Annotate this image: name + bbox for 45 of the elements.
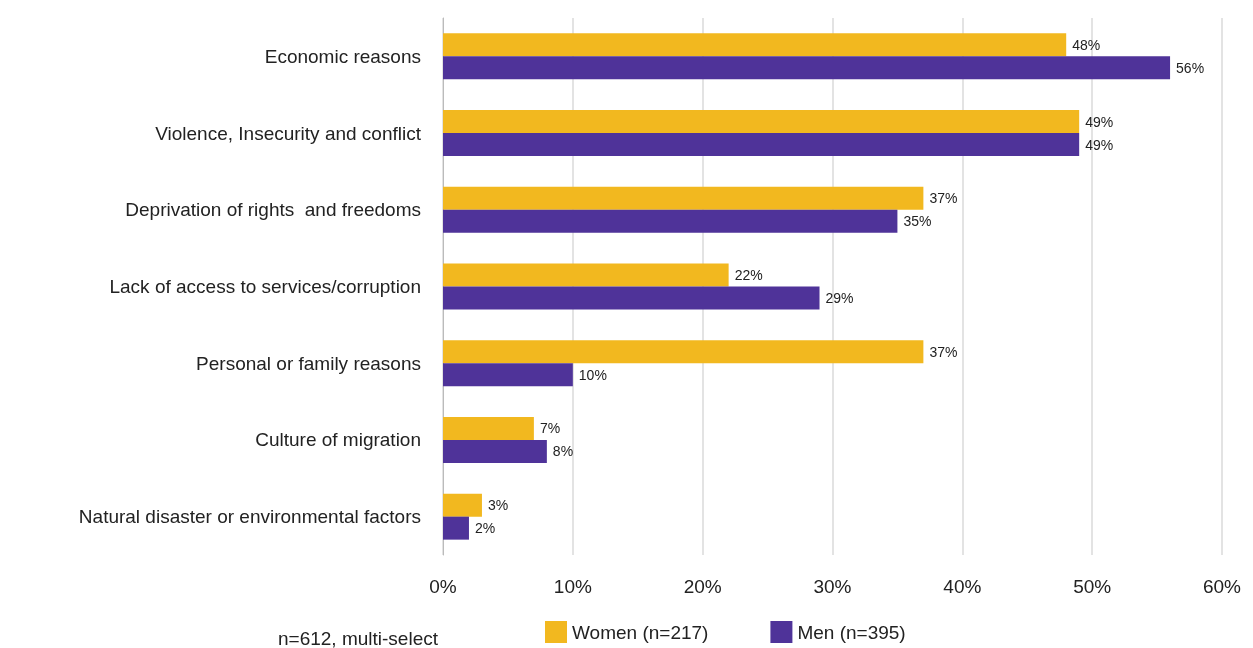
x-tick-label: 10% [553, 576, 592, 597]
bar [443, 493, 482, 517]
data-label: 35% [903, 213, 932, 230]
y-tick-label: Natural disaster or environmental factors [78, 506, 421, 528]
data-label: 56% [1176, 59, 1205, 76]
bar [443, 56, 1171, 80]
data-label: 2% [474, 520, 496, 537]
bar [443, 209, 898, 233]
x-tick-label: 20% [683, 576, 722, 597]
x-tick-label: 0% [429, 576, 457, 597]
data-label: 22% [734, 267, 763, 283]
bar [443, 263, 729, 287]
x-tick-label: 30% [813, 576, 852, 597]
x-tick-label: 40% [943, 576, 982, 597]
x-tick-label: 50% [1073, 576, 1112, 597]
data-label: 7% [539, 420, 561, 437]
y-tick-label: Personal or family reasons [196, 352, 421, 374]
bar [443, 416, 534, 440]
bar [443, 439, 547, 463]
data-label: 3% [487, 497, 509, 514]
bar [443, 286, 820, 310]
bar [443, 110, 1080, 134]
bar [443, 363, 573, 387]
y-tick-label: Lack of access to services/corruption [109, 276, 421, 297]
legend-label: Women (n=217) [572, 621, 709, 643]
y-tick-label: Economic reasons [264, 45, 421, 67]
data-label: 37% [929, 190, 958, 207]
bar [443, 186, 924, 210]
data-label: 37% [929, 343, 958, 360]
bar [443, 133, 1080, 157]
y-tick-label: Deprivation of rights and freedoms [125, 199, 421, 221]
y-tick-label: Violence, Insecurity and conflict [155, 122, 422, 144]
bar [443, 340, 924, 364]
data-label: 49% [1085, 136, 1114, 153]
y-tick-label: Culture of migration [255, 429, 421, 451]
data-label: 48% [1072, 36, 1101, 53]
bar [443, 33, 1067, 57]
data-label: 10% [578, 366, 607, 383]
legend-label: Men (n=395) [797, 621, 906, 643]
data-label: 8% [552, 443, 574, 460]
bar [443, 516, 469, 540]
text: n=612, multi-select [278, 628, 439, 648]
x-tick-label: 60% [1202, 576, 1242, 597]
data-label: 29% [825, 290, 854, 306]
data-label: 49% [1085, 113, 1114, 130]
